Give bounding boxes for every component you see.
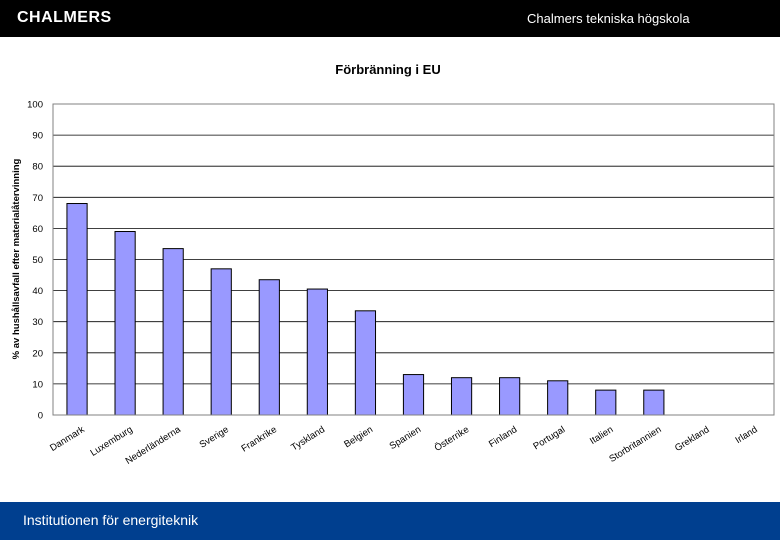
x-tick-label: Frankrike <box>239 424 278 454</box>
y-tick-label: 90 <box>32 131 43 142</box>
footer-bar: Institutionen för energiteknik <box>0 502 780 540</box>
department-name: Institutionen för energiteknik <box>23 512 199 528</box>
y-tick-labels: 0 10 20 30 40 50 60 70 80 90 100 <box>27 100 43 422</box>
bar <box>499 377 521 416</box>
bars <box>66 203 665 416</box>
y-tick-label: 50 <box>32 255 43 266</box>
x-tick-label: Tyskland <box>289 424 327 453</box>
x-tick-label: Storbritannien <box>607 424 663 465</box>
incineration-bar-chart: Förbränning i EU % av hushållsavfall eft… <box>11 62 775 467</box>
bar <box>162 248 184 416</box>
bar <box>306 288 328 416</box>
x-tick-label: Spanien <box>388 424 423 452</box>
y-tick-label: 100 <box>27 100 43 111</box>
bar <box>114 231 136 416</box>
x-tick-label: Belgien <box>342 424 375 450</box>
bar <box>354 310 377 416</box>
x-tick-label: Sverige <box>198 424 231 450</box>
y-tick-label: 30 <box>32 317 43 328</box>
bar <box>258 279 280 416</box>
school-name: Chalmers tekniska högskola <box>527 11 690 26</box>
bar <box>402 374 425 416</box>
y-tick-label: 60 <box>32 224 43 235</box>
bar <box>547 380 569 416</box>
bar <box>643 389 665 416</box>
x-tick-label: Portugal <box>531 424 567 452</box>
x-tick-label: Österrike <box>433 424 472 454</box>
y-tick-label: 0 <box>38 411 43 422</box>
bar <box>66 203 88 416</box>
bar <box>595 389 617 416</box>
plot-area-frame <box>52 103 775 416</box>
bar <box>210 268 232 416</box>
y-axis-label: % av hushållsavfall efter materialåtervi… <box>11 158 22 359</box>
y-tick-label: 70 <box>32 193 43 204</box>
x-tick-label: Danmark <box>48 424 87 454</box>
gridlines <box>53 134 774 385</box>
chalmers-logo: CHALMERS <box>17 9 112 26</box>
header-bar: CHALMERS Chalmers tekniska högskola <box>0 0 780 37</box>
y-tick-label: 10 <box>32 379 43 390</box>
bar <box>450 377 473 416</box>
x-tick-label: Finland <box>487 424 519 450</box>
y-tick-label: 80 <box>32 162 43 173</box>
y-tick-label: 20 <box>32 348 43 359</box>
x-tick-label: Grekland <box>673 424 712 454</box>
chart-title: Förbränning i EU <box>335 62 440 77</box>
x-tick-label: Irland <box>734 424 760 446</box>
y-tick-label: 40 <box>32 286 43 297</box>
x-tick-label: Luxemburg <box>89 424 135 459</box>
x-tick-label: Italien <box>588 424 615 447</box>
